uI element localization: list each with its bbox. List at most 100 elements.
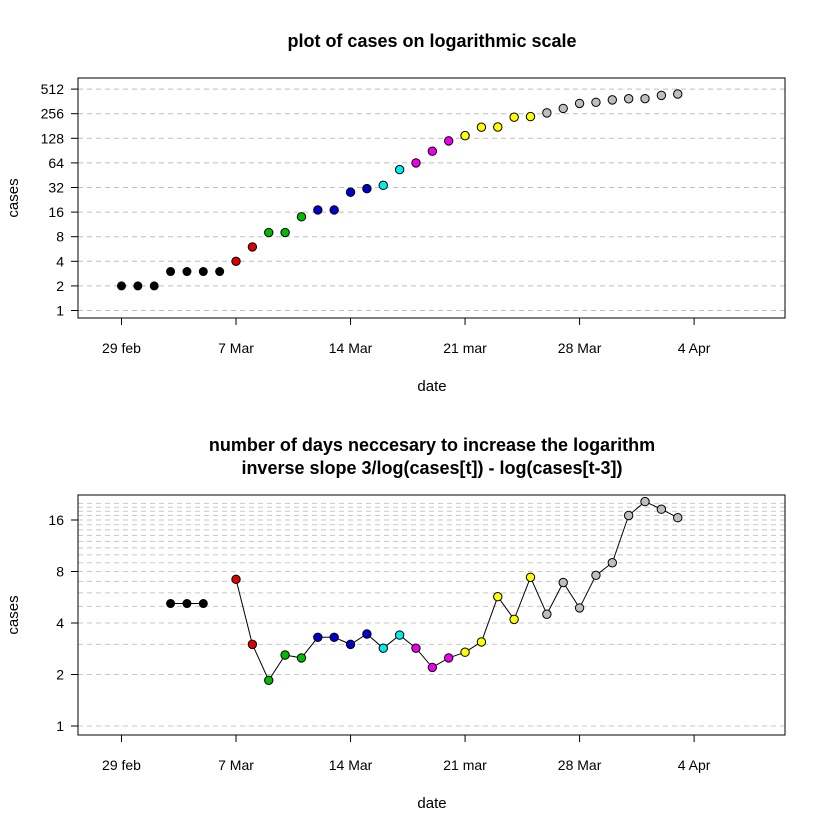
- p2-series-line: [235, 500, 678, 682]
- panel2-y-axis: 1 2 4 8 16: [48, 512, 78, 734]
- p2-data-point: [673, 513, 683, 523]
- p2-data-point: [378, 643, 388, 653]
- p1-y-tick-label: 64: [48, 155, 64, 171]
- p1-data-point: [607, 95, 617, 105]
- p2-data-point: [247, 639, 258, 650]
- panel2-plot-frame: [77, 494, 786, 736]
- p2-x-tick-label: 28 Mar: [558, 757, 602, 773]
- p1-data-point: [231, 256, 241, 266]
- p1-data-point: [673, 89, 683, 99]
- p1-data-point: [542, 108, 552, 118]
- p2-data-point: [623, 510, 634, 521]
- p2-data-point: [607, 558, 617, 568]
- p1-data-point: [493, 122, 503, 132]
- p1-data-point: [280, 227, 290, 238]
- panel1-plot-frame: [77, 77, 786, 319]
- p2-data-point: [182, 599, 192, 609]
- p1-y-tick-label: 2: [56, 278, 64, 294]
- panel1-y-axis: 1 2 4 8 16 32 64 128 256 512: [41, 81, 78, 319]
- p1-data-point: [247, 242, 258, 252]
- p2-data-point: [231, 574, 241, 585]
- p1-data-point: [166, 267, 176, 277]
- p2-data-point: [574, 603, 585, 613]
- p2-data-point: [444, 653, 454, 663]
- p1-y-tick-label: 1: [56, 303, 64, 319]
- p1-data-point: [378, 180, 388, 191]
- p1-data-point: [640, 93, 650, 104]
- p1-data-point: [215, 267, 225, 277]
- p2-data-point: [509, 614, 519, 625]
- p2-data-point: [558, 577, 568, 588]
- p2-x-tick-label: 21 mar: [443, 757, 487, 773]
- p2-x-tick-label: 29 feb: [102, 757, 141, 773]
- p2-y-tick-label: 4: [56, 615, 64, 631]
- p2-data-point: [166, 599, 176, 609]
- p1-y-tick-label: 4: [56, 253, 64, 269]
- panel2-y-axis-label: cases: [5, 595, 22, 634]
- panel1-x-axis: 29 feb 7 Mar 14 Mar 21 mar 28 Mar 4 Apr: [102, 318, 711, 356]
- p1-data-point: [296, 212, 307, 222]
- p2-y-tick-label: 1: [56, 718, 64, 734]
- p2-data-point: [362, 629, 372, 639]
- p1-data-point: [182, 267, 192, 277]
- p2-data-point: [427, 662, 438, 673]
- panel2-points: [166, 496, 683, 685]
- p1-data-point: [264, 227, 274, 238]
- panel2-x-axis-label: date: [417, 795, 446, 812]
- panel1-x-axis-label: date: [417, 378, 446, 395]
- p2-x-tick-label: 7 Mar: [218, 757, 254, 773]
- p1-data-point: [591, 97, 601, 107]
- p2-data-point: [313, 632, 323, 642]
- p1-data-point: [411, 158, 421, 168]
- p2-data-point: [329, 632, 339, 642]
- p2-data-point: [411, 643, 421, 653]
- p2-data-point: [476, 637, 487, 647]
- p1-data-point: [509, 112, 519, 122]
- panel2-grid: [78, 502, 785, 727]
- p1-y-tick-label: 128: [41, 130, 65, 146]
- p1-x-tick-label: 14 Mar: [329, 340, 373, 356]
- p1-data-point: [460, 130, 470, 141]
- p2-x-tick-label: 4 Apr: [678, 757, 711, 773]
- panel1-title: plot of cases on logarithmic scale: [287, 31, 576, 51]
- panel2-line: [170, 500, 678, 682]
- panel2-title: number of days neccesary to increase the…: [209, 435, 655, 455]
- p1-x-tick-label: 21 mar: [443, 340, 487, 356]
- p2-data-point: [656, 504, 667, 514]
- p1-data-point: [149, 281, 159, 291]
- panel2-x-axis: 29 feb 7 Mar 14 Mar 21 mar 28 Mar 4 Apr: [102, 735, 711, 773]
- panel2-subtitle: inverse slope 3/log(cases[t]) - log(case…: [241, 458, 622, 478]
- p1-data-point: [117, 281, 126, 291]
- p1-data-point: [362, 183, 372, 194]
- p1-y-tick-label: 8: [56, 229, 64, 245]
- panel1-points: [117, 89, 683, 291]
- p2-y-tick-label: 16: [48, 512, 64, 528]
- p2-data-point: [591, 570, 601, 581]
- panel1-y-axis-label: cases: [5, 178, 22, 217]
- p1-data-point: [574, 98, 585, 109]
- p1-x-tick-label: 28 Mar: [558, 340, 602, 356]
- p1-y-tick-label: 16: [48, 204, 64, 220]
- p2-data-point: [394, 630, 405, 640]
- p1-data-point: [623, 94, 634, 104]
- p1-data-point: [558, 103, 568, 114]
- p1-x-tick-label: 29 feb: [102, 340, 141, 356]
- p2-data-point: [460, 647, 470, 657]
- p1-data-point: [427, 146, 438, 156]
- p1-data-point: [133, 281, 143, 291]
- p1-y-tick-label: 256: [41, 106, 65, 122]
- p1-data-point: [656, 90, 667, 101]
- p1-data-point: [444, 136, 454, 146]
- p2-data-point: [280, 650, 290, 660]
- p2-y-tick-label: 2: [56, 667, 64, 683]
- p1-x-tick-label: 4 Apr: [678, 340, 711, 356]
- p1-data-point: [525, 111, 536, 122]
- panel-inverse-slope: number of days neccesary to increase the…: [5, 435, 786, 812]
- p2-data-point: [542, 609, 552, 619]
- p2-data-point: [493, 591, 503, 602]
- p2-data-point: [296, 653, 307, 663]
- p2-data-point: [345, 639, 356, 650]
- p2-data-point: [640, 496, 650, 507]
